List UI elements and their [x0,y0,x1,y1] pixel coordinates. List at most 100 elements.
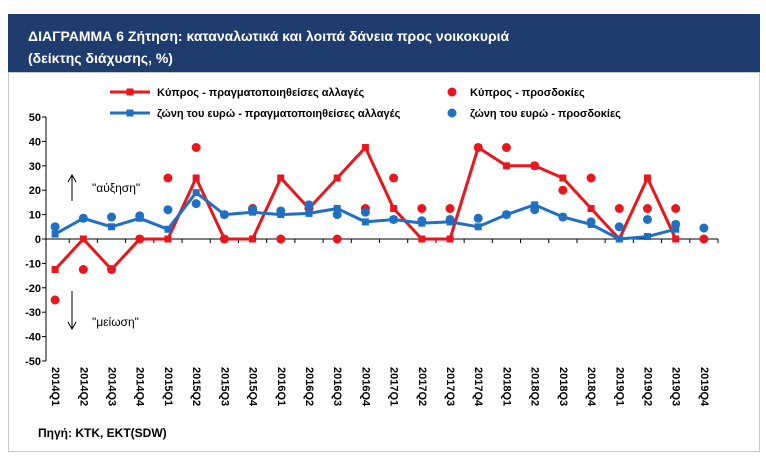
y-tick-label: -50 [25,356,41,368]
data-point-dot [417,216,427,226]
decrease-label: "μείωση" [92,315,139,329]
x-tick-label: 2019Q1 [613,367,625,406]
data-point-square [361,218,369,226]
x-tick-label: 2019Q2 [641,367,653,406]
data-point-square [305,209,313,217]
data-point-dot [445,204,455,213]
y-tick-label: 0 [35,234,41,246]
data-point-dot [78,265,88,274]
legend-item-cyprus-realized: Κύπρος - πραγματοποιηθείσες αλλαγές [110,87,364,99]
x-tick-label: 2014Q3 [106,367,118,406]
increase-annotation: "αύξηση" [67,173,140,201]
data-point-dot [614,204,624,213]
data-point-square [672,225,680,233]
x-tick-label: 2014Q1 [49,367,61,406]
data-point-dot [332,210,342,220]
up-arrowhead-icon [67,173,77,183]
data-point-square [474,223,482,231]
y-tick-label: 40 [29,136,41,148]
data-point-square [164,225,172,233]
x-tick-label: 2017Q1 [388,367,400,406]
data-point-dot [586,217,596,227]
data-point-dot [389,214,399,224]
x-tick-label: 2019Q3 [670,367,682,406]
data-point-square [446,235,454,243]
series-1 [50,143,709,305]
data-point-square [531,201,539,209]
data-point-dot [530,205,540,215]
data-point-dot [276,234,286,244]
data-point-dot [671,204,681,213]
source-note: Πηγή: ΚΤΚ, ΕΚΤ(SDW) [38,426,167,440]
data-point-dot [78,213,88,223]
data-point-dot [642,204,652,213]
legend-label: Κύπρος - προσδοκίες [470,87,585,99]
chart-frame [8,72,760,452]
legend-label: ζώνη του ευρώ - προσδοκίες [470,108,621,120]
legend-item-euro-realized: ζώνη του ευρώ - πραγματοποιηθείσες αλλαγ… [110,108,401,120]
data-point-square [79,235,87,243]
data-point-square [51,230,59,238]
legend: Κύπρος - πραγματοποιηθείσες αλλαγές Κύπρ… [110,87,621,120]
data-point-dot [50,222,60,232]
data-point-dot [473,143,483,152]
data-point-dot [445,214,455,224]
data-point-dot [360,207,370,217]
data-point-dot [163,205,173,215]
data-point-dot [642,214,652,224]
data-point-dot [135,211,145,221]
x-tick-label: 2016Q1 [275,367,287,406]
data-point-square [108,223,116,231]
x-tick-label: 2015Q1 [162,367,174,406]
x-tick-label: 2014Q2 [77,367,89,406]
data-point-dot [558,212,568,222]
x-tick-label: 2017Q3 [444,367,456,406]
y-tick-label: 50 [29,112,41,124]
data-point-square [164,235,172,243]
legend-swatch-square [126,109,134,117]
data-point-dot [699,234,709,244]
data-point-dot [219,210,229,220]
data-point-dot [191,143,201,152]
legend-item-cyprus-expectations: Κύπρος - προσδοκίες [447,87,585,99]
data-point-square [643,233,651,241]
x-tick-label: 2018Q1 [500,367,512,406]
y-tick-label: 10 [29,210,41,222]
y-tick-label: -30 [25,307,41,319]
data-point-dot [304,200,314,210]
data-point-dot [163,173,173,183]
data-point-square [277,174,285,182]
x-tick-label: 2015Q4 [247,367,259,407]
data-point-square [51,266,59,273]
data-point-square [559,174,567,182]
axes: 50 40 30 20 10 0 -10 -20 -30 -40 -50 2014Q1 2014Q2 20… [25,112,719,407]
data-point-square [333,205,341,212]
x-tick-label: 2015Q3 [218,367,230,406]
y-tick-label: -10 [25,258,41,270]
data-point-square [390,205,398,212]
annotations: "αύξηση" "μείωση" [67,173,140,331]
data-point-dot [501,210,511,220]
x-tick-label: 2016Q3 [331,367,343,406]
data-point-square [672,235,680,243]
data-point-dot [501,143,511,152]
data-point-dot [671,219,681,229]
legend-label: Κύπρος - πραγματοποιηθείσες αλλαγές [157,87,364,99]
data-point-square [192,174,200,182]
x-tick-label: 2016Q2 [303,367,315,406]
legend-item-euro-expectations: ζώνη του ευρώ - προσδοκίες [447,108,621,120]
x-tick-label: 2016Q4 [359,367,371,407]
data-point-dot [473,213,483,223]
y-tick-label: 20 [29,185,41,197]
data-point-square [615,235,623,243]
x-tick-label: 2019Q4 [698,367,710,407]
x-tick-label: 2018Q2 [529,367,541,406]
data-point-dot [586,173,596,183]
data-point-square [361,144,369,151]
legend-swatch-dot [447,108,457,118]
data-point-dot [389,173,399,183]
data-point-square [418,235,426,243]
y-tick-label: 30 [29,161,41,173]
chart-title: ΔΙΑΓΡΑΜΜΑ 6 Ζήτηση: καταναλωτικά και λοι… [28,28,510,44]
